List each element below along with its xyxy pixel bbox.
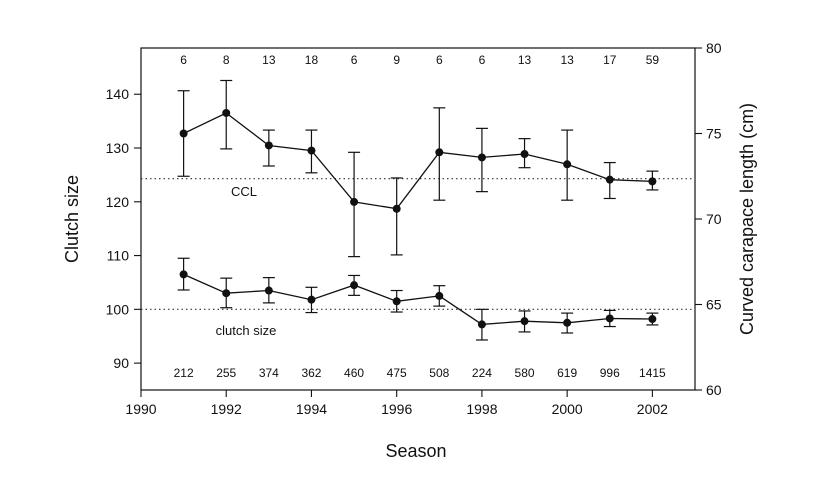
sample-size-label: 460 — [344, 366, 364, 380]
y-axis-left: 90 100 110 120 130 140 — [106, 86, 141, 371]
y-axis-right: 60 65 70 75 80 — [695, 40, 722, 398]
data-point — [350, 197, 359, 206]
x-axis: 1990 1992 1994 1996 1998 2000 2002 — [125, 390, 668, 417]
y-left-tick-label: 130 — [106, 140, 130, 156]
series-label-ccl: CCL — [231, 184, 257, 199]
data-point — [477, 153, 486, 162]
series-labels: CCL clutch size — [216, 184, 277, 338]
sample-size-label: 212 — [174, 366, 194, 380]
data-point — [563, 160, 572, 169]
data-point — [264, 141, 273, 150]
sample-size-label: 17 — [603, 53, 617, 67]
series-line — [183, 273, 653, 326]
plot-frame — [140, 47, 696, 391]
sample-size-label: 508 — [429, 366, 449, 380]
y-right-tick-label: 65 — [706, 297, 722, 313]
y-right-tick-label: 70 — [706, 211, 722, 227]
data-point — [307, 146, 316, 155]
data-point — [392, 297, 401, 306]
x-tick-label: 1990 — [125, 401, 156, 417]
sample-size-label: 13 — [518, 53, 532, 67]
sample-size-label: 255 — [216, 366, 236, 380]
y-right-tick-label: 75 — [706, 126, 722, 142]
data-point — [179, 270, 188, 279]
y-right-tick-label: 80 — [706, 40, 722, 56]
data-point — [435, 291, 444, 300]
sample-size-label: 362 — [301, 366, 321, 380]
y-left-tick-label: 100 — [106, 301, 130, 317]
x-tick-label: 1994 — [296, 401, 327, 417]
sample-size-label: 580 — [515, 366, 535, 380]
data-point — [520, 150, 529, 159]
x-tick-label: 1996 — [381, 401, 412, 417]
data-point — [520, 317, 529, 326]
sample-size-label: 6 — [436, 53, 443, 67]
sample-size-label: 59 — [646, 53, 660, 67]
data-point — [307, 295, 316, 304]
data-point — [605, 175, 614, 184]
sample-size-label: 6 — [479, 53, 486, 67]
sample-size-label: 996 — [600, 366, 620, 380]
sample-size-label: 619 — [557, 366, 577, 380]
x-tick-label: 1998 — [466, 401, 497, 417]
sample-size-label: 1415 — [639, 366, 666, 380]
y-right-tick-label: 60 — [706, 382, 722, 398]
sample-size-label: 18 — [305, 53, 319, 67]
data-point — [648, 177, 657, 186]
y-left-tick-label: 90 — [113, 355, 129, 371]
sample-size-label: 6 — [180, 53, 187, 67]
x-tick-label: 2002 — [637, 401, 668, 417]
sample-size-counts: 6 8 13 18 6 9 6 6 13 13 17 59 212 255 374 362 460 475 508 2… — [174, 53, 666, 380]
data-point — [605, 314, 614, 323]
data-point — [392, 204, 401, 213]
data-point — [350, 281, 359, 290]
data-point — [435, 148, 444, 157]
y-axis-right-title: Curved carapace length (cm) — [737, 103, 757, 335]
data-point — [264, 286, 273, 295]
y-axis-left-title: Clutch size — [62, 175, 82, 263]
y-left-tick-label: 140 — [106, 86, 130, 102]
sample-size-label: 13 — [262, 53, 276, 67]
sample-size-label: 475 — [387, 366, 407, 380]
data-point — [222, 289, 231, 298]
sample-size-label: 224 — [472, 366, 492, 380]
y-left-tick-label: 110 — [107, 248, 130, 264]
sample-size-label: 6 — [351, 53, 358, 67]
series-line — [183, 112, 653, 210]
sample-size-label: 9 — [393, 53, 400, 67]
sample-size-label: 13 — [560, 53, 574, 67]
series-label-clutch-size: clutch size — [216, 323, 277, 338]
x-tick-label: 2000 — [552, 401, 583, 417]
x-tick-label: 1992 — [211, 401, 242, 417]
data-point — [179, 129, 188, 138]
data-point — [563, 318, 572, 327]
y-left-tick-label: 120 — [106, 194, 130, 210]
data-point — [648, 315, 657, 324]
data-point — [222, 108, 231, 117]
x-axis-title: Season — [385, 441, 446, 461]
series-layer — [177, 79, 659, 341]
sample-size-label: 8 — [223, 53, 230, 67]
sample-size-label: 374 — [259, 366, 279, 380]
data-point — [477, 320, 486, 329]
